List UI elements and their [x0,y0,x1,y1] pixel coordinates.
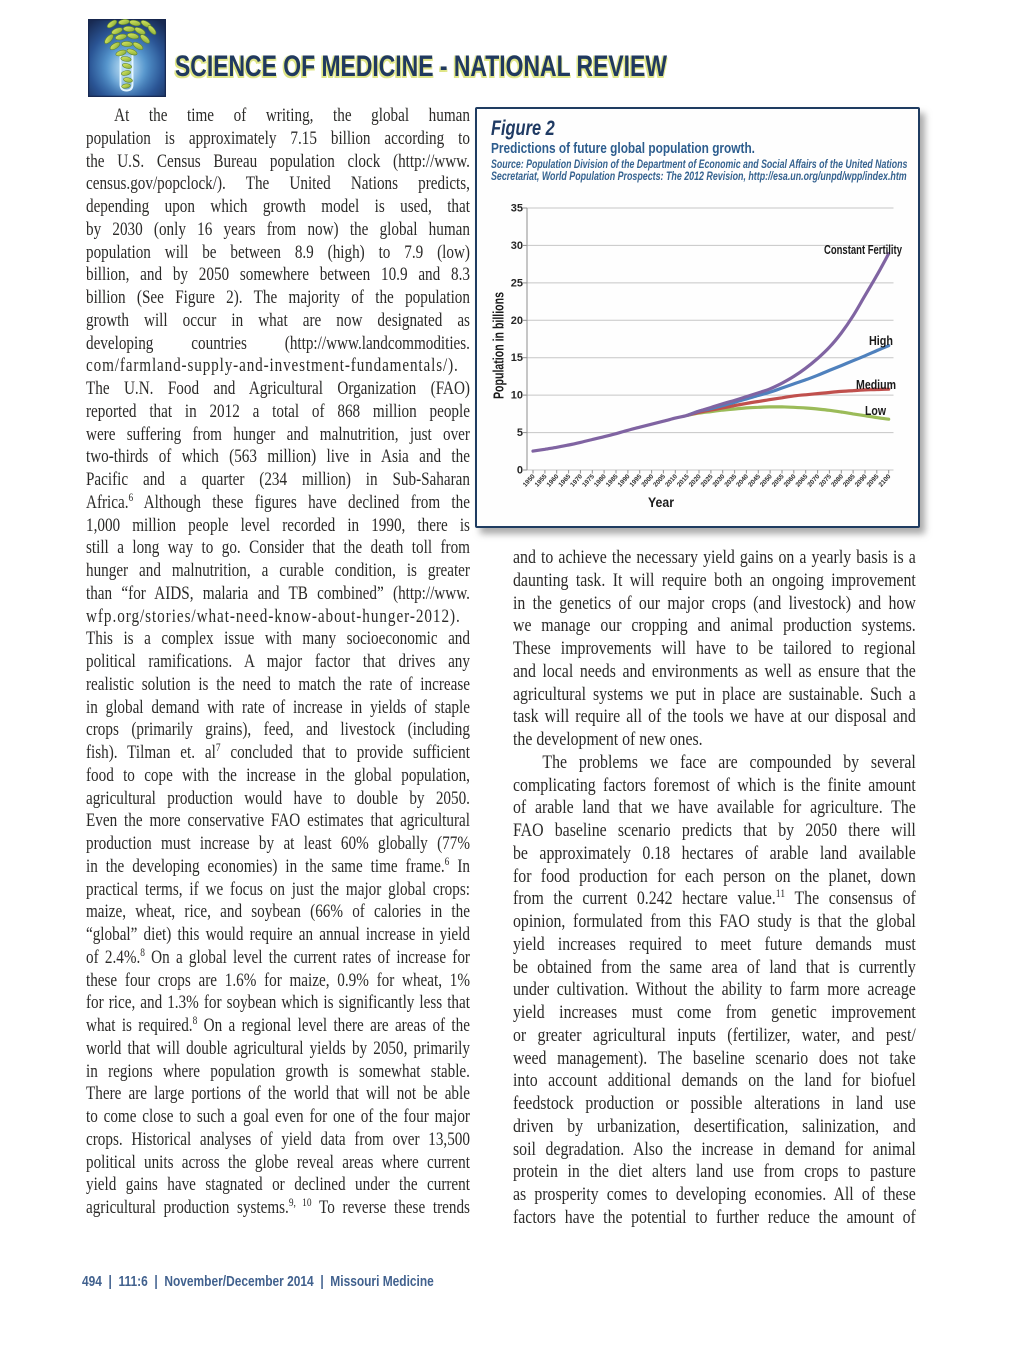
svg-text:1980: 1980 [593,473,608,489]
svg-text:10: 10 [511,390,523,402]
svg-text:25: 25 [511,277,523,289]
svg-text:2065: 2065 [795,473,810,489]
svg-text:30: 30 [511,240,523,252]
svg-text:2085: 2085 [842,473,857,489]
svg-text:Constant Fertility: Constant Fertility [824,243,902,257]
svg-text:2050: 2050 [759,473,774,489]
svg-text:2000: 2000 [640,473,655,489]
svg-text:35: 35 [511,203,523,215]
svg-text:2005: 2005 [652,473,667,489]
svg-text:15: 15 [511,352,523,364]
svg-text:2010: 2010 [664,473,679,489]
svg-text:2045: 2045 [747,473,762,489]
svg-text:2090: 2090 [854,473,869,489]
svg-text:1985: 1985 [605,473,620,489]
svg-text:2100: 2100 [878,473,893,489]
svg-text:0: 0 [517,465,523,477]
svg-text:2095: 2095 [866,473,881,489]
svg-text:Year: Year [648,495,675,510]
svg-text:2030: 2030 [712,473,727,489]
svg-text:1950: 1950 [522,473,537,489]
svg-text:1965: 1965 [557,473,572,489]
svg-text:Medium: Medium [856,378,896,392]
svg-text:Low: Low [865,404,886,418]
svg-text:Population in billions: Population in billions [491,292,508,399]
svg-text:High: High [869,334,893,348]
svg-text:1990: 1990 [617,473,632,489]
svg-text:1955: 1955 [534,473,549,489]
svg-text:5: 5 [517,427,523,439]
svg-text:2025: 2025 [700,473,715,489]
svg-text:2075: 2075 [818,473,833,489]
svg-text:2070: 2070 [806,473,821,489]
svg-text:1970: 1970 [569,473,584,489]
svg-text:2020: 2020 [688,473,703,489]
svg-text:2040: 2040 [735,473,750,489]
svg-text:2055: 2055 [771,473,786,489]
svg-text:1975: 1975 [581,473,596,489]
svg-text:1960: 1960 [546,473,561,489]
svg-text:2080: 2080 [830,473,845,489]
svg-text:2015: 2015 [676,473,691,489]
svg-text:2035: 2035 [723,473,738,489]
svg-text:1995: 1995 [629,473,644,489]
svg-text:2060: 2060 [783,473,798,489]
svg-text:20: 20 [511,315,523,327]
